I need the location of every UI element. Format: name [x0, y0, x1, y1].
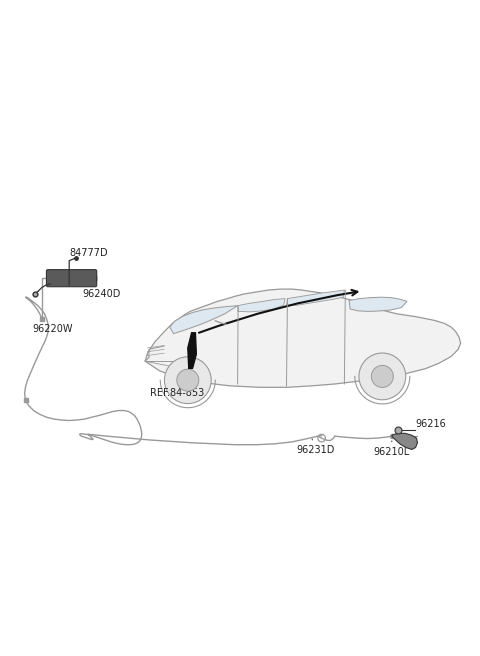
Polygon shape	[238, 298, 285, 312]
Circle shape	[372, 365, 393, 388]
Polygon shape	[48, 272, 96, 285]
Polygon shape	[170, 306, 238, 334]
Text: 96240D: 96240D	[79, 285, 121, 299]
Polygon shape	[287, 290, 344, 305]
Polygon shape	[145, 289, 461, 387]
Text: 84777D: 84777D	[69, 248, 108, 258]
Circle shape	[177, 369, 199, 391]
Text: 96220W: 96220W	[32, 317, 72, 334]
Text: 96231D: 96231D	[297, 439, 335, 455]
Polygon shape	[392, 434, 418, 449]
Text: REF.84-853: REF.84-853	[150, 371, 204, 398]
Circle shape	[165, 357, 211, 403]
Text: 96216: 96216	[416, 419, 446, 429]
Text: 96210L: 96210L	[374, 441, 410, 457]
Circle shape	[359, 353, 406, 400]
Polygon shape	[349, 297, 407, 312]
Polygon shape	[188, 333, 196, 368]
FancyBboxPatch shape	[47, 270, 96, 287]
